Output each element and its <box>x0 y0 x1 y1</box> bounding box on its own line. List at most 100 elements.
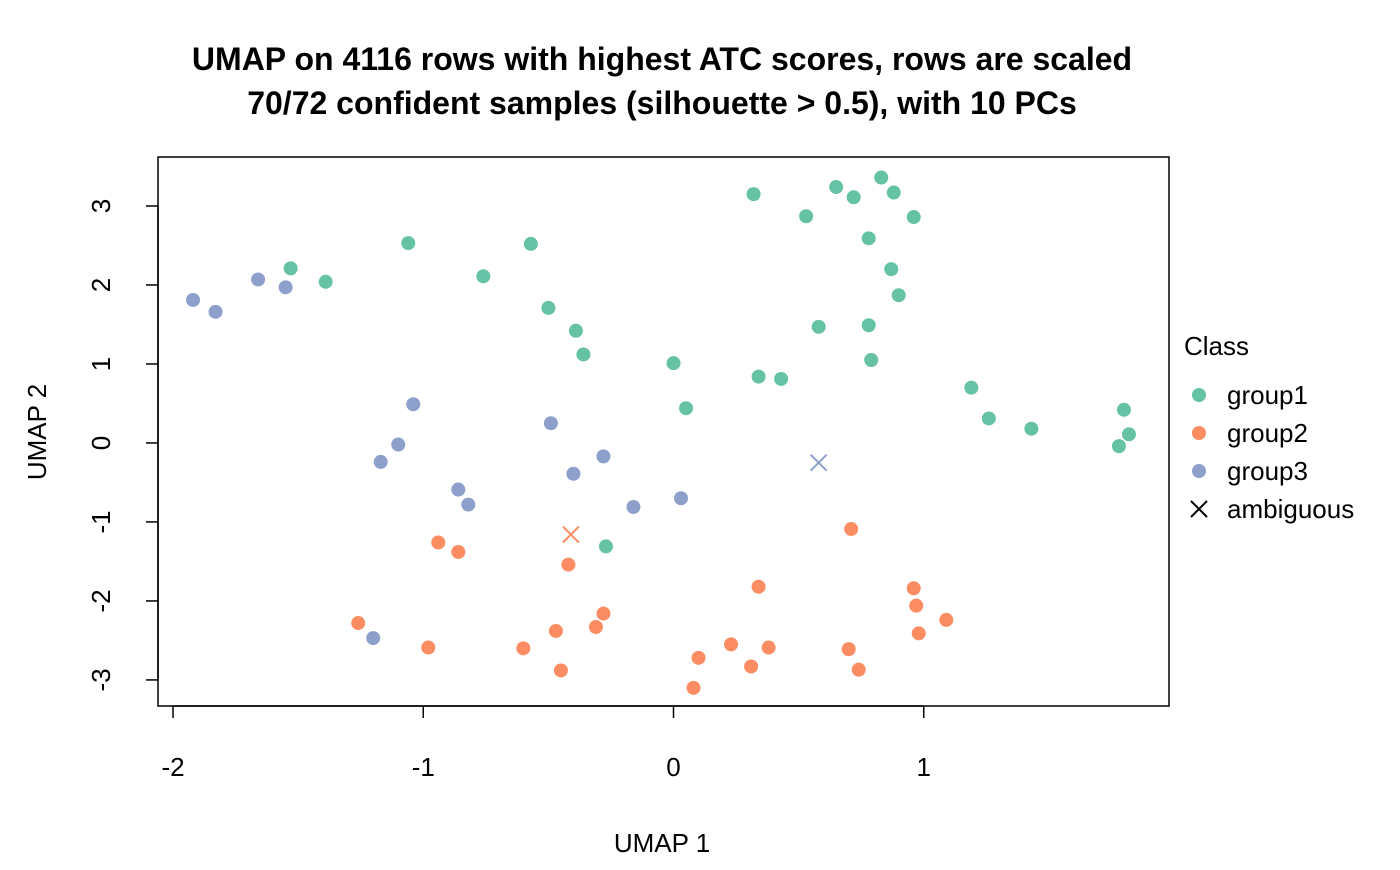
legend-dot-marker <box>1192 464 1206 478</box>
group1-point <box>751 369 766 384</box>
y-tick-label: -2 <box>86 589 116 612</box>
x-tick-label: -1 <box>412 752 435 782</box>
group1-point <box>874 170 889 185</box>
group1-point <box>576 347 591 362</box>
group1-point <box>884 262 899 277</box>
legend-dot-marker <box>1192 426 1206 440</box>
data-points <box>186 170 1136 695</box>
group1-point <box>861 318 876 333</box>
group2-point <box>686 680 701 695</box>
group2-point <box>751 579 766 594</box>
group3-point <box>406 397 421 412</box>
group1-point <box>541 300 556 315</box>
x-tick-label: 1 <box>917 752 931 782</box>
group2-point <box>588 620 603 635</box>
group1-point <box>1116 402 1131 417</box>
group2-point <box>724 637 739 652</box>
x-axis: -2 -1 0 1 <box>161 705 931 782</box>
group1-point <box>523 236 538 251</box>
group1-point <box>774 371 789 386</box>
group3-point <box>366 631 381 646</box>
group2-point <box>906 581 921 596</box>
legend-label: group3 <box>1227 456 1308 486</box>
ambiguous-point <box>809 453 828 472</box>
legend-label: group1 <box>1227 380 1308 410</box>
group1-point <box>829 180 844 195</box>
group2-point <box>691 650 706 665</box>
group2-point <box>516 641 531 656</box>
group2-point <box>451 544 466 559</box>
group3-point <box>251 272 266 287</box>
group2-point <box>744 659 759 674</box>
x-axis-label: UMAP 1 <box>614 828 710 858</box>
group3-point <box>373 454 388 469</box>
group2-point <box>548 623 563 638</box>
y-tick-label: 2 <box>86 278 116 292</box>
group2-point <box>939 612 954 627</box>
group2-point <box>851 662 866 677</box>
group1-point <box>283 261 298 276</box>
group1-point <box>861 231 876 246</box>
group2-point <box>421 640 436 655</box>
plot-frame <box>157 156 1170 707</box>
legend-dot-marker <box>1192 388 1206 402</box>
x-tick-label: -2 <box>161 752 184 782</box>
group1-point <box>886 185 901 200</box>
x-tick-label: 0 <box>666 752 680 782</box>
group2-point <box>561 557 576 572</box>
legend-item-group2: group2 <box>1192 418 1308 448</box>
group3-point <box>596 449 611 464</box>
y-tick-label: 0 <box>86 436 116 450</box>
ambiguous-point <box>562 525 580 544</box>
group3-point <box>626 499 641 514</box>
group2-point <box>553 663 568 678</box>
legend-item-group1: group1 <box>1192 380 1308 410</box>
group1-point <box>864 353 879 368</box>
legend-label: ambiguous <box>1227 494 1354 524</box>
group2-point <box>761 640 776 655</box>
y-tick-label: -3 <box>86 668 116 691</box>
group1-point <box>799 209 814 224</box>
group3-point <box>543 416 558 431</box>
group3-point <box>186 292 201 307</box>
group1-point <box>401 236 416 251</box>
group1-point <box>666 356 681 371</box>
group1-point <box>846 190 861 205</box>
group1-point <box>811 319 826 334</box>
group1-point <box>906 210 921 225</box>
legend-item-ambiguous: ambiguous <box>1190 494 1354 524</box>
group3-point <box>566 466 581 481</box>
group3-point <box>208 304 223 319</box>
legend-title: Class <box>1184 331 1249 361</box>
y-tick-label: -1 <box>86 510 116 533</box>
group2-point <box>841 642 856 657</box>
y-tick-label: 1 <box>86 357 116 371</box>
group3-point <box>674 491 689 506</box>
group3-point <box>391 437 406 452</box>
group1-point <box>598 539 613 554</box>
group2-point <box>351 616 366 631</box>
group3-point <box>278 280 293 295</box>
group3-point <box>461 497 476 512</box>
group1-point <box>891 288 906 303</box>
group1-point <box>568 323 583 338</box>
group1-point <box>964 380 979 395</box>
legend-cross-marker <box>1190 500 1208 518</box>
group1-point <box>679 401 694 416</box>
group1-point <box>1121 427 1136 442</box>
group2-point <box>911 626 926 641</box>
group2-point <box>909 598 924 613</box>
group2-point <box>596 606 611 621</box>
chart-subtitle: 70/72 confident samples (silhouette > 0.… <box>247 85 1077 121</box>
chart-title: UMAP on 4116 rows with highest ATC score… <box>192 41 1132 77</box>
group1-point <box>746 187 761 202</box>
group2-point <box>844 522 859 537</box>
group1-point <box>1111 439 1126 454</box>
group2-point <box>431 535 446 550</box>
group1-point <box>476 269 491 284</box>
group1-point <box>318 274 333 289</box>
legend-item-group3: group3 <box>1192 456 1308 486</box>
legend-label: group2 <box>1227 418 1308 448</box>
